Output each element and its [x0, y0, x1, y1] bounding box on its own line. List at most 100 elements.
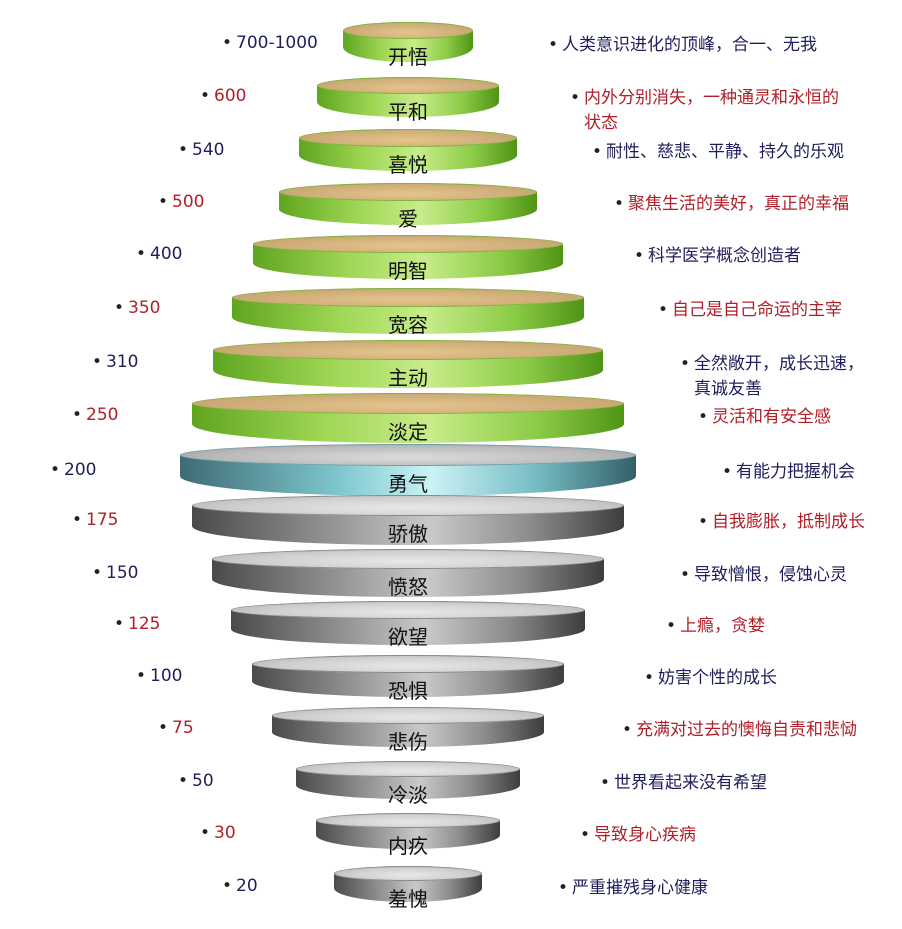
level-description: • 人类意识进化的顶峰，合一、无我	[548, 33, 852, 58]
bullet-icon: •	[622, 720, 633, 740]
level-description: • 有能力把握机会	[722, 460, 876, 485]
level-disc: 爱	[279, 183, 537, 231]
level-description-text: 导致憎恨，侵蚀心灵	[694, 565, 847, 585]
level-description-text: 上瘾，贪婪	[680, 616, 765, 636]
level-description: • 严重摧残身心健康	[558, 876, 862, 901]
bullet-icon: •	[72, 405, 83, 425]
level-description: • 上瘾，贪婪	[666, 614, 880, 639]
level-value-text: 175	[86, 510, 119, 530]
level-name: 羞愧	[388, 887, 428, 911]
level-value-text: 200	[64, 460, 97, 480]
disc-top	[192, 393, 624, 414]
level-value: • 175	[72, 510, 118, 530]
level-description: • 自己是自己命运的主宰	[658, 298, 872, 323]
level-value-text: 30	[214, 823, 236, 843]
bullet-icon: •	[114, 614, 125, 634]
bullet-icon: •	[200, 86, 211, 106]
level-description: • 充满对过去的懊悔自责和悲恸	[622, 718, 866, 743]
level-name: 主动	[388, 366, 428, 390]
level-value: • 100	[136, 666, 182, 686]
disc-top	[334, 866, 482, 881]
level-value: • 125	[114, 614, 160, 634]
level-description-text: 世界看起来没有希望	[614, 773, 767, 793]
level-description: • 科学医学概念创造者	[634, 244, 868, 269]
bullet-icon: •	[680, 354, 691, 374]
level-description: • 内外分别消失，一种通灵和永恒的状态	[570, 86, 854, 136]
bullet-icon: •	[722, 462, 733, 482]
bullet-icon: •	[634, 246, 645, 266]
level-name: 愤怒	[388, 575, 428, 599]
bullet-icon: •	[72, 510, 83, 530]
level-value-text: 350	[128, 298, 161, 318]
level-description-text: 聚焦生活的美好，真正的幸福	[628, 194, 849, 214]
level-description: • 妨害个性的成长	[644, 666, 878, 691]
level-disc: 宽容	[232, 288, 584, 337]
bullet-icon: •	[158, 718, 169, 738]
bullet-icon: •	[558, 878, 569, 898]
bullet-icon: •	[92, 352, 103, 372]
level-value: • 500	[158, 192, 204, 212]
level-name: 悲伤	[388, 730, 428, 754]
bullet-icon: •	[698, 407, 709, 427]
level-description-text: 有能力把握机会	[736, 462, 855, 482]
disc-top	[343, 22, 473, 39]
level-disc: 愤怒	[212, 549, 604, 599]
level-disc: 内疚	[316, 813, 500, 858]
level-description: • 聚焦生活的美好，真正的幸福	[614, 192, 858, 217]
disc-top	[317, 77, 499, 94]
bullet-icon: •	[178, 140, 189, 160]
level-value: • 200	[50, 460, 96, 480]
level-value: • 150	[92, 563, 138, 583]
bullet-icon: •	[666, 616, 677, 636]
disc-top	[213, 340, 603, 360]
level-value-text: 310	[106, 352, 139, 372]
disc-top	[231, 601, 585, 619]
bullet-icon: •	[158, 192, 169, 212]
bullet-icon: •	[178, 771, 189, 791]
bullet-icon: •	[114, 298, 125, 318]
bullet-icon: •	[580, 825, 591, 845]
disc-top	[180, 444, 636, 466]
bullet-icon: •	[200, 823, 211, 843]
level-value: • 50	[178, 771, 214, 791]
level-name: 平和	[388, 100, 428, 124]
disc-top	[253, 235, 563, 253]
level-value: • 400	[136, 244, 182, 264]
bullet-icon: •	[136, 244, 147, 264]
level-disc: 恐惧	[252, 655, 564, 703]
level-name: 爱	[398, 207, 418, 231]
level-description-text: 自己是自己命运的主宰	[672, 300, 842, 320]
level-value: • 600	[200, 86, 246, 106]
level-disc: 喜悦	[299, 129, 517, 177]
level-disc: 勇气	[180, 444, 636, 496]
level-value-text: 540	[192, 140, 225, 160]
level-description: • 导致身心疾病	[580, 823, 864, 848]
level-description-text: 科学医学概念创造者	[648, 246, 801, 266]
level-value-text: 400	[150, 244, 183, 264]
level-value-text: 250	[86, 405, 119, 425]
level-disc: 开悟	[343, 22, 473, 69]
level-value: • 310	[92, 352, 138, 372]
level-name: 勇气	[388, 472, 428, 496]
level-value-text: 500	[172, 192, 205, 212]
level-description: • 世界看起来没有希望	[600, 771, 864, 796]
disc-top	[279, 183, 537, 201]
level-value: • 20	[222, 876, 258, 896]
disc-top	[316, 813, 500, 828]
level-value: • 75	[158, 718, 194, 738]
bullet-icon: •	[698, 512, 709, 532]
level-description-text: 灵活和有安全感	[712, 407, 831, 427]
level-description: • 灵活和有安全感	[698, 405, 872, 430]
bullet-icon: •	[600, 773, 611, 793]
level-value-text: 50	[192, 771, 214, 791]
level-disc: 平和	[317, 77, 499, 124]
disc-top	[299, 129, 517, 147]
level-name: 淡定	[388, 420, 428, 444]
level-value-text: 20	[236, 876, 258, 896]
level-description: • 耐性、慈悲、平静、持久的乐观	[592, 140, 856, 165]
level-value: • 250	[72, 405, 118, 425]
bullet-icon: •	[644, 668, 655, 688]
level-name: 冷淡	[388, 783, 428, 807]
bullet-icon: •	[222, 33, 233, 53]
